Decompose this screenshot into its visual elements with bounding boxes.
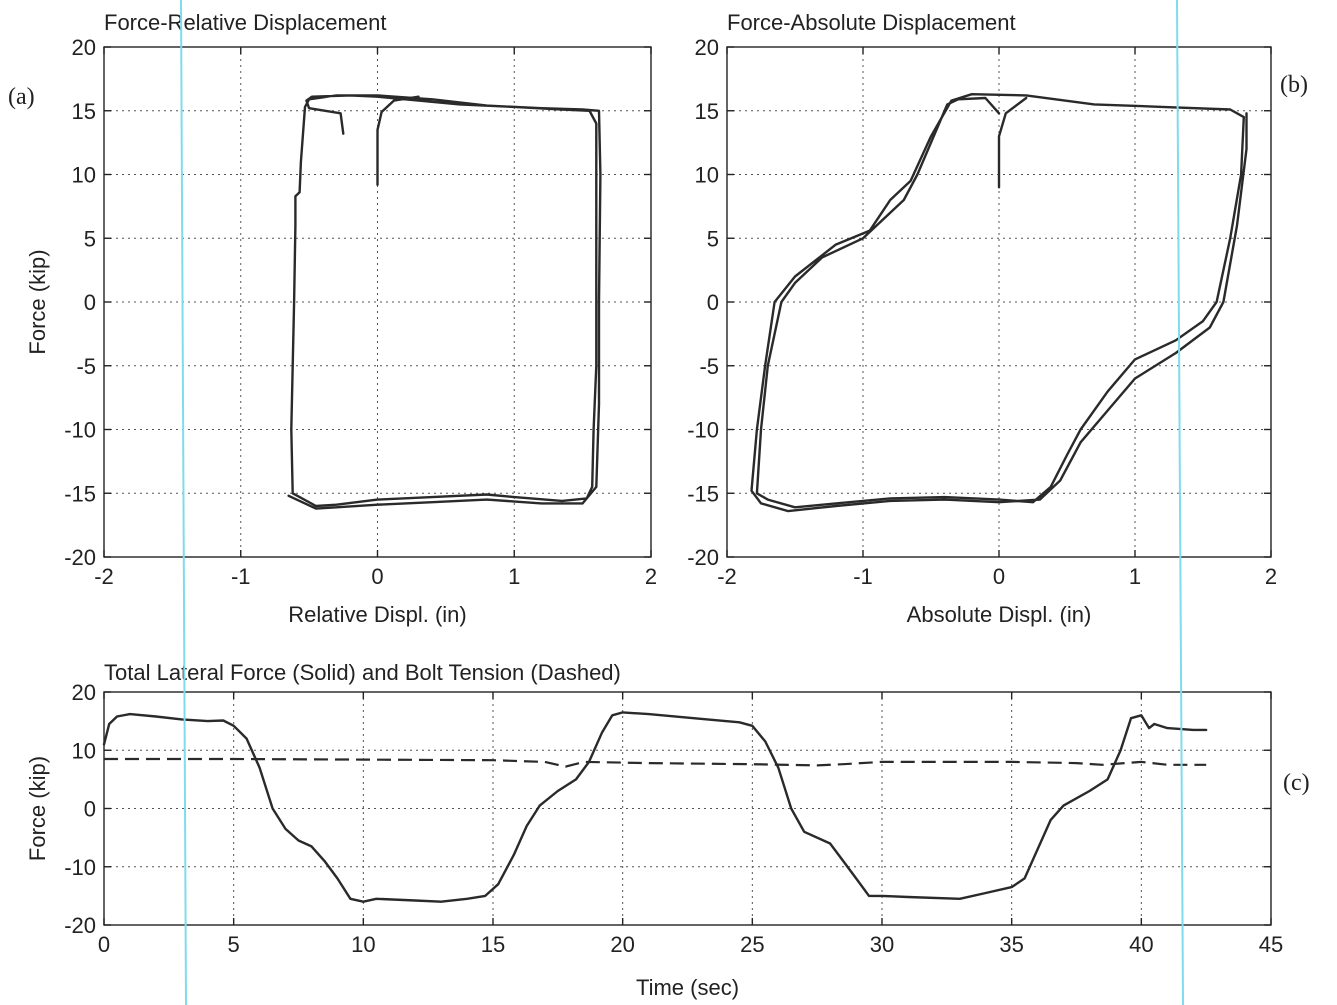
y-tick-label-3: -5: [76, 354, 96, 379]
y-tick-label-1: -15: [687, 481, 719, 506]
chart-total-lateral-force: 0 5 10 15 20 25 30 35 40 45 -20 -10 0 10 20 Total Later…: [25, 660, 1283, 1000]
scan-artifact-left: [180, 0, 187, 1005]
chart-force-relative-displacement: -2 -1 0 1 2-20-15-10-505101520Force-Relative…: [25, 10, 657, 627]
x-tick-label-2: 0: [371, 564, 383, 589]
panel-label-c: (c): [1283, 770, 1310, 796]
panel-label-a: (a): [8, 84, 35, 110]
series-line-solid-1: [997, 96, 1028, 189]
x-tick-label-7: 35: [999, 932, 1023, 957]
x-tick-label-2: 10: [351, 932, 375, 957]
y-tick-label-2: -10: [64, 418, 96, 443]
x-tick-label-3: 1: [1129, 564, 1141, 589]
x-tick-label-9: 45: [1259, 932, 1283, 957]
x-tick-label-1: -1: [231, 564, 251, 589]
series-line-dashed-1: [104, 757, 1207, 768]
y-tick-label-8: 20: [72, 35, 96, 60]
x-tick-label-2: 0: [993, 564, 1005, 589]
series-line-solid-1: [376, 95, 420, 186]
y-axis-label: Force (kip): [25, 249, 50, 354]
y-tick-label-0: -20: [64, 545, 96, 570]
y-tick-label-8: 20: [695, 35, 719, 60]
y-tick-label-6: 10: [72, 163, 96, 188]
series-line-solid-0: [102, 711, 1208, 903]
x-axis-label: Relative Displ. (in): [288, 602, 467, 627]
chart-title: Force-Relative Displacement: [104, 10, 386, 35]
x-axis-label: Time (sec): [636, 975, 739, 1000]
y-tick-label-5: 5: [84, 226, 96, 251]
x-tick-label-1: -1: [853, 564, 873, 589]
y-tick-label-4: 0: [707, 290, 719, 315]
x-tick-label-1: 5: [228, 932, 240, 957]
series-line-solid-0: [287, 94, 602, 510]
scan-artifact-right: [1176, 0, 1184, 1005]
y-tick-label-7: 15: [72, 99, 96, 124]
y-tick-label-7: 15: [695, 99, 719, 124]
panel-label-b: (b): [1280, 72, 1308, 98]
series-line-solid-0: [750, 93, 1248, 513]
y-tick-label-4: 0: [84, 290, 96, 315]
chart-title: Total Lateral Force (Solid) and Bolt Ten…: [104, 660, 621, 685]
y-tick-label-5: 5: [707, 226, 719, 251]
x-tick-label-8: 40: [1129, 932, 1153, 957]
y-tick-label-0: -20: [687, 545, 719, 570]
x-tick-label-6: 30: [870, 932, 894, 957]
y-tick-label-0: -20: [64, 913, 96, 938]
x-tick-label-3: 15: [481, 932, 505, 957]
y-tick-label-4: 20: [72, 680, 96, 705]
x-tick-label-4: 20: [610, 932, 634, 957]
x-tick-label-5: 25: [740, 932, 764, 957]
y-tick-label-2: 0: [84, 797, 96, 822]
y-tick-label-1: -10: [64, 855, 96, 880]
y-tick-label-1: -15: [64, 481, 96, 506]
chart-title: Force-Absolute Displacement: [727, 10, 1016, 35]
x-tick-label-0: -2: [94, 564, 114, 589]
chart-force-absolute-displacement: -2 -1 0 1 2-20-15-10-505101520Force-Absolute…: [687, 10, 1277, 627]
x-tick-label-3: 1: [508, 564, 520, 589]
y-tick-label-2: -10: [687, 418, 719, 443]
x-tick-label-0: 0: [98, 932, 110, 957]
y-tick-label-6: 10: [695, 163, 719, 188]
y-axis-label: Force (kip): [25, 756, 50, 861]
x-tick-label-4: 2: [1265, 564, 1277, 589]
x-tick-label-4: 2: [645, 564, 657, 589]
y-tick-label-3: -5: [699, 354, 719, 379]
x-tick-label-0: -2: [717, 564, 737, 589]
x-axis-label: Absolute Displ. (in): [907, 602, 1092, 627]
y-tick-label-3: 10: [72, 738, 96, 763]
